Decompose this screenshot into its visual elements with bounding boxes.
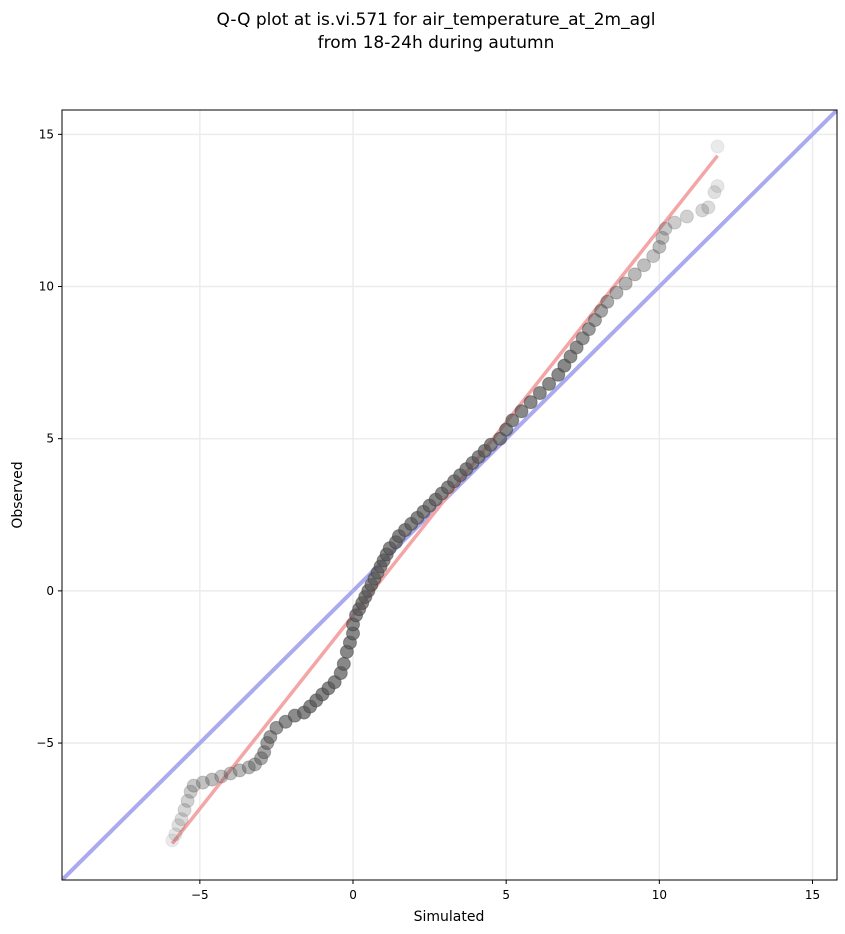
- data-point-88: [679, 209, 694, 224]
- y-tick-label-4: 15: [39, 127, 54, 141]
- data-point-65: [505, 413, 520, 428]
- data-point-4: [177, 803, 192, 817]
- data-point-83: [646, 249, 661, 264]
- data-point-0: [165, 833, 180, 848]
- y-tick-label-2: 5: [46, 432, 54, 446]
- data-points: [165, 139, 725, 848]
- data-point-3: [174, 812, 189, 827]
- data-point-1: [168, 827, 183, 842]
- data-point-11: [223, 766, 238, 781]
- x-tick-label-4: 15: [805, 888, 820, 902]
- y-tick-label-1: 0: [46, 584, 54, 598]
- data-point-75: [581, 322, 596, 337]
- data-point-6: [183, 784, 198, 799]
- data-point-80: [618, 276, 633, 291]
- data-point-74: [575, 331, 590, 346]
- data-point-8: [195, 775, 210, 790]
- data-point-79: [609, 285, 624, 300]
- data-point-18: [263, 729, 278, 744]
- x-tick-label-3: 10: [652, 888, 667, 902]
- x-axis-ticks: −5 0 5 10 15: [191, 880, 820, 902]
- data-point-9: [205, 772, 220, 787]
- data-point-89: [695, 203, 710, 218]
- data-point-84: [652, 239, 667, 254]
- y-axis-label: Observed: [10, 461, 26, 528]
- x-tick-label-2: 5: [502, 888, 510, 902]
- data-point-76: [588, 313, 603, 327]
- data-point-85: [655, 230, 670, 245]
- y-axis-ticks: −5 0 5 10 15: [36, 127, 62, 750]
- data-point-77: [594, 303, 609, 318]
- data-point-5: [180, 793, 195, 808]
- data-point-67: [523, 395, 538, 410]
- data-point-90: [701, 200, 716, 215]
- data-point-20: [278, 714, 293, 729]
- fit-line: [170, 154, 719, 845]
- data-point-91: [707, 185, 722, 200]
- plot-area: [61, 109, 838, 881]
- x-axis-label: Simulated: [414, 909, 485, 925]
- data-point-70: [551, 367, 566, 382]
- data-point-10: [214, 769, 229, 784]
- data-point-78: [600, 294, 615, 309]
- data-point-73: [569, 340, 584, 355]
- data-point-82: [637, 258, 652, 273]
- data-point-62: [483, 437, 498, 452]
- y-tick-label-0: −5: [36, 736, 54, 750]
- x-tick-label-1: 0: [349, 888, 357, 902]
- data-point-13: [241, 760, 256, 775]
- x-tick-label-0: −5: [191, 888, 209, 902]
- data-point-19: [269, 720, 284, 735]
- data-point-86: [658, 221, 673, 236]
- plot-frame: [61, 109, 838, 881]
- reference-lines: [62, 110, 837, 880]
- data-point-87: [667, 215, 682, 230]
- grid-lines: [62, 110, 837, 880]
- data-point-64: [499, 422, 514, 437]
- data-point-72: [563, 349, 578, 364]
- data-point-71: [557, 358, 572, 373]
- data-point-27: [327, 675, 342, 690]
- data-point-12: [232, 763, 247, 778]
- data-point-69: [542, 376, 557, 391]
- chart-subtitle: from 18-24h during autumn: [318, 33, 555, 53]
- data-point-68: [532, 386, 547, 401]
- data-point-63: [493, 431, 508, 446]
- data-point-93: [710, 139, 725, 154]
- data-point-2: [171, 818, 186, 833]
- data-point-81: [627, 267, 642, 282]
- data-point-92: [710, 179, 725, 194]
- data-point-7: [186, 778, 201, 793]
- plot-content: [62, 110, 837, 880]
- chart-title: Q-Q plot at is.vi.571 for air_temperatur…: [216, 10, 655, 30]
- data-point-66: [514, 404, 529, 419]
- y-tick-label-3: 10: [39, 280, 54, 294]
- data-point-29: [336, 656, 351, 671]
